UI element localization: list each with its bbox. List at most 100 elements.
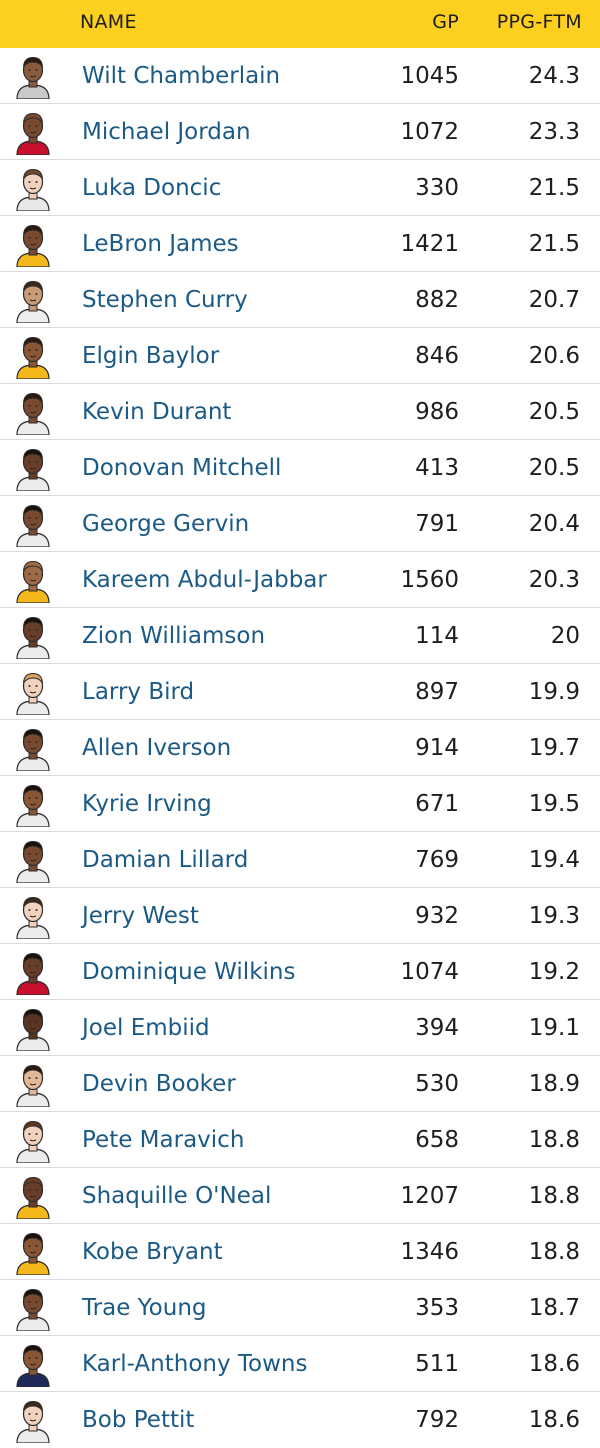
player-avatar-icon	[13, 557, 53, 603]
table-row[interactable]: Michael Jordan 1072 23.3	[0, 104, 600, 160]
player-name[interactable]: Kevin Durant	[82, 399, 232, 425]
games-played-value: 1072	[400, 119, 459, 145]
ppg-ftm-value: 20	[550, 623, 580, 649]
player-name[interactable]: Wilt Chamberlain	[82, 63, 281, 89]
table-row[interactable]: Luka Doncic 330 21.5	[0, 160, 600, 216]
games-played-value: 882	[415, 287, 459, 313]
column-header-ppg-ftm[interactable]: PPG-FTM	[496, 11, 582, 33]
ppg-ftm-value: 24.3	[528, 63, 580, 89]
table-row[interactable]: Pete Maravich 658 18.8	[0, 1112, 600, 1168]
player-avatar-icon	[13, 389, 53, 435]
games-played-value: 1074	[400, 959, 459, 985]
player-name[interactable]: Larry Bird	[82, 679, 195, 705]
games-played-value: 769	[415, 847, 459, 873]
player-avatar-icon	[13, 1061, 53, 1107]
table-row[interactable]: Damian Lillard 769 19.4	[0, 832, 600, 888]
ppg-ftm-value: 20.3	[528, 567, 580, 593]
player-avatar-icon	[13, 893, 53, 939]
games-played-value: 114	[415, 623, 459, 649]
games-played-value: 658	[415, 1127, 459, 1153]
player-name[interactable]: Kobe Bryant	[82, 1239, 223, 1265]
table-row[interactable]: LeBron James 1421 21.5	[0, 216, 600, 272]
ppg-ftm-value: 18.7	[528, 1295, 580, 1321]
player-avatar-icon	[13, 109, 53, 155]
table-row[interactable]: Kareem Abdul-Jabbar 1560 20.3	[0, 552, 600, 608]
table-row[interactable]: Bob Pettit 792 18.6	[0, 1392, 600, 1448]
table-row[interactable]: Devin Booker 530 18.9	[0, 1056, 600, 1112]
player-name[interactable]: Elgin Baylor	[82, 343, 220, 369]
games-played-value: 1421	[400, 231, 459, 257]
player-name[interactable]: Trae Young	[82, 1295, 207, 1321]
table-row[interactable]: Kyrie Irving 671 19.5	[0, 776, 600, 832]
ppg-ftm-value: 19.2	[528, 959, 580, 985]
ppg-ftm-value: 20.7	[528, 287, 580, 313]
ppg-ftm-value: 21.5	[528, 175, 580, 201]
table-row[interactable]: Karl-Anthony Towns 511 18.6	[0, 1336, 600, 1392]
table-body: Wilt Chamberlain 1045 24.3 Michael Jordan 10…	[0, 48, 600, 1448]
player-avatar-icon	[13, 333, 53, 379]
table-row[interactable]: Stephen Curry 882 20.7	[0, 272, 600, 328]
player-avatar-icon	[13, 445, 53, 491]
table-row[interactable]: Allen Iverson 914 19.7	[0, 720, 600, 776]
player-name[interactable]: Pete Maravich	[82, 1127, 245, 1153]
column-header-name[interactable]: NAME	[80, 11, 137, 33]
player-name[interactable]: Donovan Mitchell	[82, 455, 282, 481]
player-avatar-icon	[13, 1117, 53, 1163]
games-played-value: 413	[415, 455, 459, 481]
table-row[interactable]: Kevin Durant 986 20.5	[0, 384, 600, 440]
player-name[interactable]: Allen Iverson	[82, 735, 232, 761]
player-name[interactable]: LeBron James	[82, 231, 239, 257]
table-row[interactable]: Zion Williamson 114 20	[0, 608, 600, 664]
player-name[interactable]: Shaquille O'Neal	[82, 1183, 272, 1209]
table-row[interactable]: Kobe Bryant 1346 18.8	[0, 1224, 600, 1280]
player-name[interactable]: Michael Jordan	[82, 119, 251, 145]
column-header-gp[interactable]: GP	[432, 11, 459, 33]
games-played-value: 1346	[400, 1239, 459, 1265]
player-name[interactable]: George Gervin	[82, 511, 250, 537]
table-row[interactable]: Donovan Mitchell 413 20.5	[0, 440, 600, 496]
ppg-ftm-value: 20.4	[528, 511, 580, 537]
table-row[interactable]: Shaquille O'Neal 1207 18.8	[0, 1168, 600, 1224]
games-played-value: 1045	[400, 63, 459, 89]
player-name[interactable]: Zion Williamson	[82, 623, 266, 649]
table-row[interactable]: Dominique Wilkins 1074 19.2	[0, 944, 600, 1000]
player-name[interactable]: Damian Lillard	[82, 847, 249, 873]
player-avatar-icon	[13, 165, 53, 211]
ppg-ftm-value: 19.3	[528, 903, 580, 929]
player-name[interactable]: Devin Booker	[82, 1071, 236, 1097]
player-name[interactable]: Kareem Abdul-Jabbar	[82, 567, 327, 593]
player-name[interactable]: Joel Embiid	[82, 1015, 210, 1041]
player-avatar-icon	[13, 221, 53, 267]
games-played-value: 897	[415, 679, 459, 705]
player-name[interactable]: Kyrie Irving	[82, 791, 212, 817]
player-name[interactable]: Jerry West	[82, 903, 199, 929]
games-played-value: 986	[415, 399, 459, 425]
ppg-ftm-value: 19.5	[528, 791, 580, 817]
ppg-ftm-value: 19.7	[528, 735, 580, 761]
player-name[interactable]: Karl-Anthony Towns	[82, 1351, 308, 1377]
player-avatar-icon	[13, 1285, 53, 1331]
player-name[interactable]: Luka Doncic	[82, 175, 222, 201]
games-played-value: 671	[415, 791, 459, 817]
table-row[interactable]: Trae Young 353 18.7	[0, 1280, 600, 1336]
ppg-ftm-value: 19.1	[528, 1015, 580, 1041]
ppg-ftm-value: 19.9	[528, 679, 580, 705]
table-row[interactable]: Larry Bird 897 19.9	[0, 664, 600, 720]
table-row[interactable]: Joel Embiid 394 19.1	[0, 1000, 600, 1056]
ppg-ftm-value: 19.4	[528, 847, 580, 873]
ppg-ftm-value: 18.6	[528, 1407, 580, 1433]
player-avatar-icon	[13, 725, 53, 771]
player-name[interactable]: Dominique Wilkins	[82, 959, 296, 985]
games-played-value: 1560	[400, 567, 459, 593]
table-row[interactable]: Wilt Chamberlain 1045 24.3	[0, 48, 600, 104]
table-row[interactable]: George Gervin 791 20.4	[0, 496, 600, 552]
ppg-ftm-value: 20.5	[528, 399, 580, 425]
player-name[interactable]: Stephen Curry	[82, 287, 248, 313]
table-row[interactable]: Elgin Baylor 846 20.6	[0, 328, 600, 384]
ppg-ftm-value: 21.5	[528, 231, 580, 257]
table-row[interactable]: Jerry West 932 19.3	[0, 888, 600, 944]
games-played-value: 330	[415, 175, 459, 201]
player-name[interactable]: Bob Pettit	[82, 1407, 195, 1433]
games-played-value: 511	[415, 1351, 459, 1377]
